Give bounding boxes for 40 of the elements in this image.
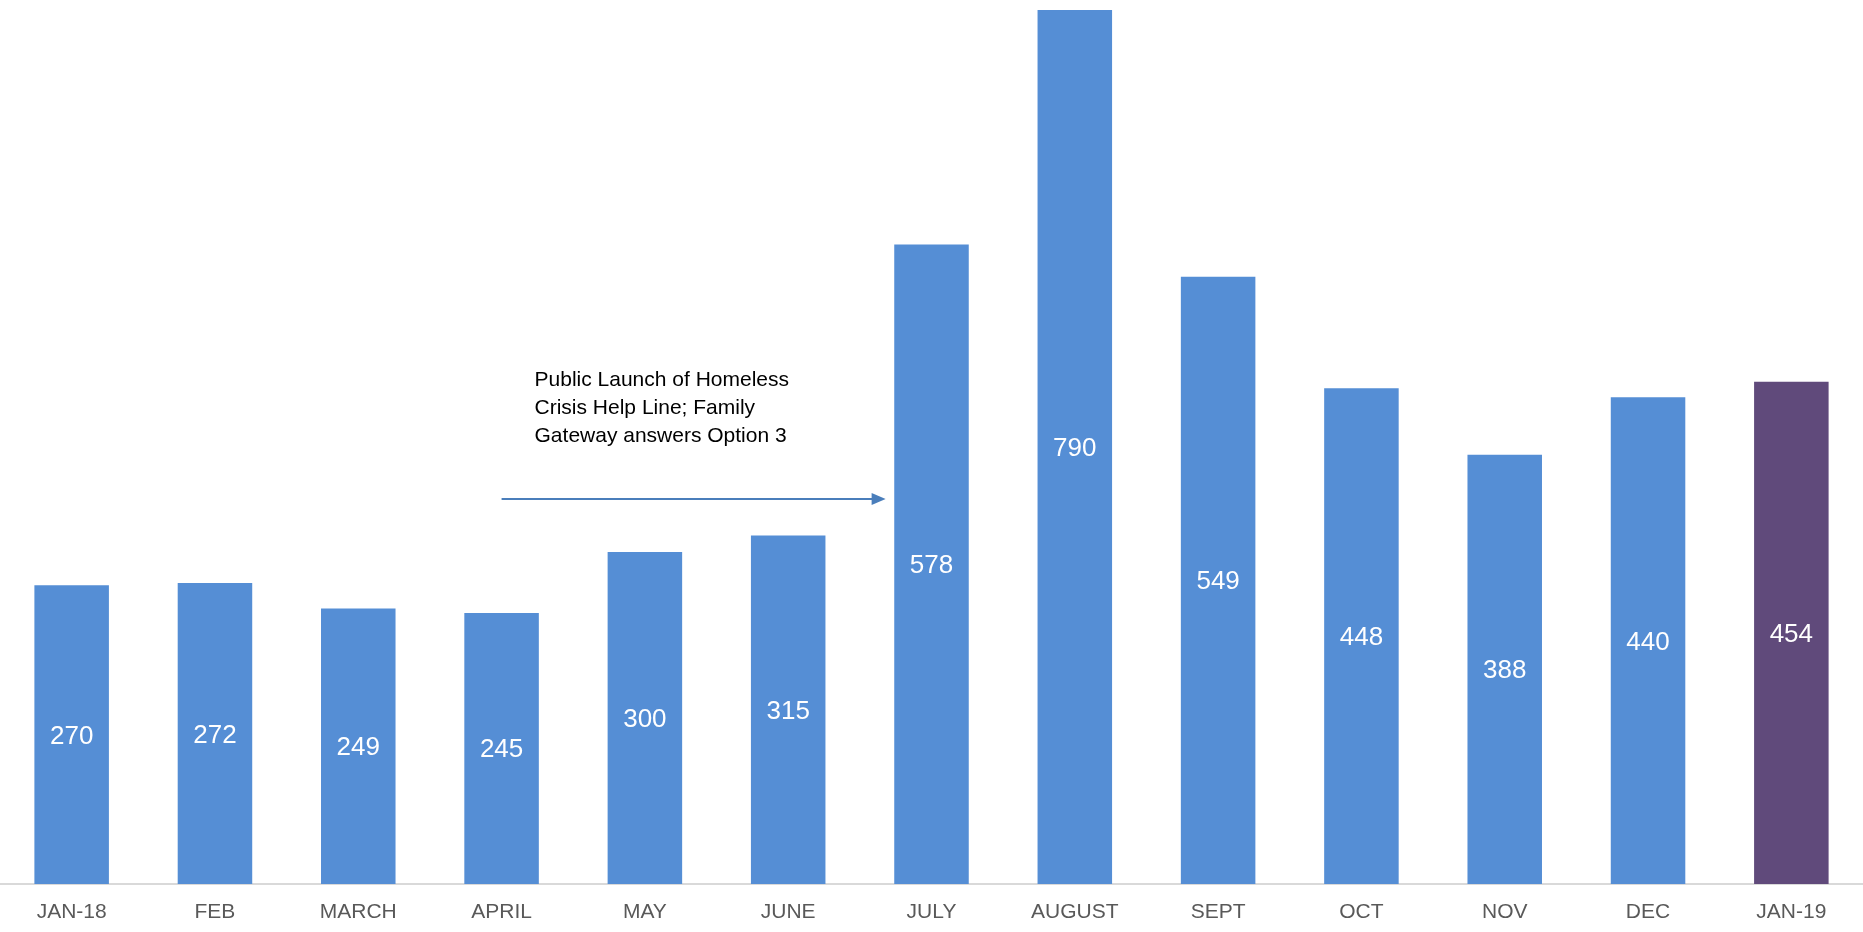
data-label: 790 — [1053, 432, 1097, 462]
bar — [34, 585, 109, 884]
data-label: 249 — [336, 731, 380, 762]
x-tick-label: DEC — [1625, 899, 1671, 922]
x-tick-label: MAY — [622, 899, 667, 922]
bar — [1180, 276, 1256, 884]
x-tick-label: JAN-18 — [36, 899, 107, 922]
x-tick-label: MARCH — [319, 899, 397, 922]
data-label: 272 — [193, 718, 237, 749]
annotation: Public Launch of Homeless Crisis Help Line; Family Gateway answers Option 3 — [534, 366, 790, 448]
data-label: 245 — [479, 733, 524, 764]
data-label: 578 — [909, 549, 954, 580]
bar — [1754, 381, 1829, 884]
x-tick-label: JULY — [906, 899, 957, 922]
x-tick-label: FEB — [194, 899, 236, 922]
x-tick-label: OCT — [1339, 899, 1384, 922]
bar — [177, 583, 253, 884]
x-tick-label: SEPT — [1190, 899, 1246, 922]
bar — [1324, 388, 1399, 884]
data-label: 448 — [1339, 621, 1384, 652]
bar — [894, 244, 969, 884]
bar — [321, 608, 396, 884]
data-label: 388 — [1483, 654, 1527, 685]
bar — [1467, 454, 1542, 884]
data-label: 300 — [623, 703, 667, 734]
data-label: 549 — [1196, 565, 1240, 596]
bar — [464, 612, 539, 884]
bar — [607, 552, 683, 884]
data-label: 270 — [49, 719, 94, 750]
bar — [1037, 10, 1113, 884]
x-tick-label: JUNE — [760, 899, 816, 922]
data-label: 454 — [1769, 617, 1814, 648]
x-tick-label: NOV — [1481, 899, 1528, 922]
data-label: 315 — [766, 694, 810, 725]
x-tick-label: JAN-19 — [1756, 899, 1827, 922]
bar — [750, 535, 826, 884]
x-tick-label: AUGUST — [1031, 899, 1119, 922]
data-label: 440 — [1626, 625, 1670, 656]
x-tick-label: APRIL — [471, 899, 532, 922]
bar — [1610, 397, 1686, 884]
